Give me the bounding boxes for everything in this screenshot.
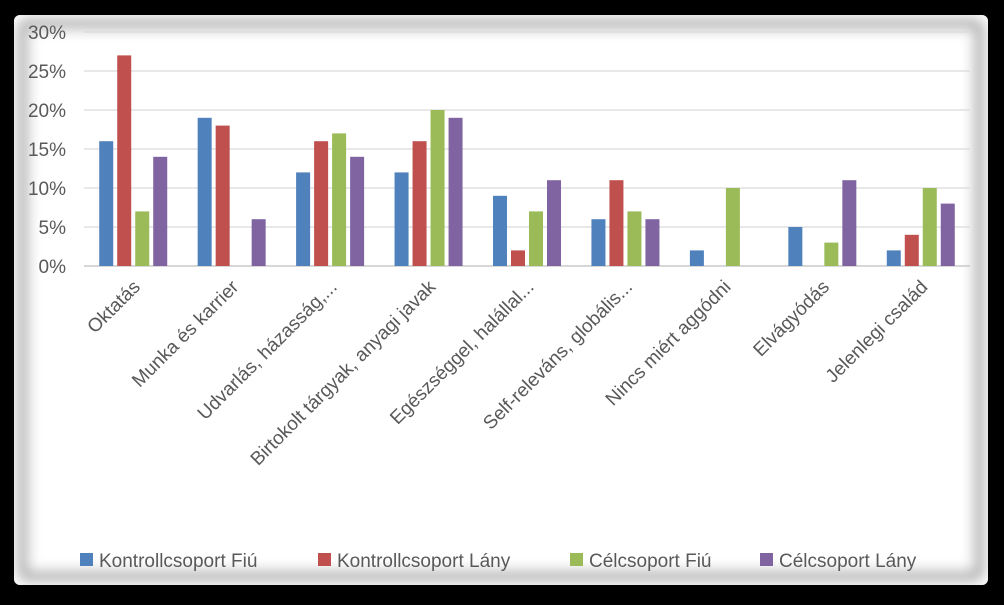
bar xyxy=(725,188,740,266)
legend-swatch xyxy=(760,553,773,566)
legend-swatch xyxy=(80,553,93,566)
bar xyxy=(788,227,803,266)
bar xyxy=(153,156,168,266)
legend-label: Kontrollcsoport Lány xyxy=(337,551,511,572)
bar xyxy=(412,141,427,266)
bar xyxy=(394,172,409,266)
legend-swatch xyxy=(318,553,331,566)
legend: Kontrollcsoport Fiú Kontrollcsoport Lány C… xyxy=(80,551,917,572)
x-tick-label: Munka és karrier xyxy=(128,276,243,391)
x-tick-label: Birtokolt tárgyak, anyagi javak xyxy=(247,276,441,470)
bar xyxy=(922,188,937,266)
bar xyxy=(904,234,919,266)
y-tick-label: 20% xyxy=(28,101,66,122)
bar xyxy=(251,219,266,266)
bar xyxy=(511,250,525,266)
bar xyxy=(448,117,463,266)
bar xyxy=(689,250,704,266)
y-tick-label: 10% xyxy=(28,179,66,200)
bar xyxy=(314,141,329,266)
y-tick-label: 25% xyxy=(28,62,66,83)
bar xyxy=(430,110,445,266)
bar xyxy=(117,55,132,267)
gridlines xyxy=(84,31,970,267)
y-axis-ticks: 0% 5% 10% 15% 20% 25% 30% xyxy=(28,23,66,278)
bar xyxy=(350,156,365,266)
bar xyxy=(842,180,857,266)
bar xyxy=(215,125,230,266)
y-tick-label: 30% xyxy=(28,23,66,44)
legend-label: Kontrollcsoport Fiú xyxy=(99,551,257,572)
legend-label: Célcsoport Fiú xyxy=(589,551,712,572)
bar xyxy=(886,250,901,266)
legend-label: Célcsoport Lány xyxy=(779,551,917,572)
bar xyxy=(627,211,642,266)
y-tick-label: 15% xyxy=(28,140,66,161)
bar xyxy=(197,117,212,266)
bar xyxy=(645,219,660,266)
bar xyxy=(135,211,150,266)
bar xyxy=(591,219,606,266)
bar xyxy=(547,180,561,266)
x-tick-label: Oktatás xyxy=(84,277,145,338)
bar xyxy=(296,172,311,266)
x-tick-label: Jelenlegi család xyxy=(822,277,932,387)
bar xyxy=(824,242,839,266)
bar xyxy=(332,133,347,266)
x-tick-label: Elvágyódás xyxy=(750,277,834,361)
y-tick-label: 5% xyxy=(39,218,67,239)
bar xyxy=(529,211,543,266)
bar xyxy=(609,180,624,266)
bar xyxy=(940,203,955,266)
bars xyxy=(99,55,955,267)
legend-swatch xyxy=(570,553,583,566)
y-tick-label: 0% xyxy=(39,257,67,278)
bar xyxy=(493,195,507,266)
bar xyxy=(99,141,114,266)
